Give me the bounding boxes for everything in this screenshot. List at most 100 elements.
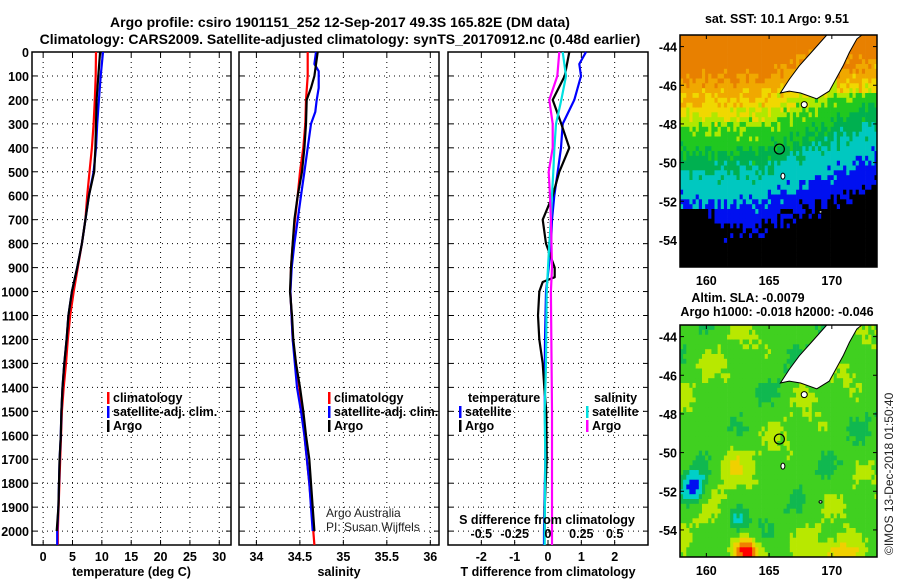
map-cell bbox=[777, 204, 781, 210]
map-cell bbox=[714, 387, 718, 393]
map-cell bbox=[780, 223, 784, 229]
map-cell bbox=[758, 223, 762, 229]
map-cell bbox=[749, 59, 753, 65]
map-cell bbox=[789, 218, 794, 224]
map-cell bbox=[767, 39, 772, 45]
map-cell bbox=[755, 334, 759, 340]
map-cell bbox=[711, 426, 715, 432]
map-cell bbox=[855, 59, 860, 65]
map-cell bbox=[720, 518, 725, 524]
map-cell bbox=[761, 494, 766, 500]
map-cell bbox=[764, 460, 769, 466]
map-cell bbox=[764, 107, 769, 113]
map-cell bbox=[780, 64, 784, 70]
map-cell bbox=[833, 136, 838, 142]
map-cell bbox=[717, 397, 722, 403]
map-cell bbox=[764, 552, 769, 558]
map-cell bbox=[827, 257, 831, 263]
map-cell bbox=[855, 146, 860, 152]
map-cell bbox=[717, 421, 722, 427]
map-cell bbox=[774, 88, 778, 94]
map-cell bbox=[764, 117, 769, 123]
map-cell bbox=[733, 441, 737, 447]
map-cell bbox=[761, 383, 766, 389]
map-cell bbox=[824, 209, 828, 215]
map-cell bbox=[758, 484, 762, 490]
map-cell bbox=[736, 494, 740, 500]
map-cell bbox=[802, 122, 806, 128]
map-cell bbox=[774, 170, 778, 176]
map-cell bbox=[739, 257, 744, 263]
map-cell bbox=[805, 49, 809, 55]
map-cell bbox=[821, 117, 825, 123]
map-cell bbox=[695, 518, 700, 524]
map-cell bbox=[692, 238, 696, 244]
map-cell bbox=[705, 518, 709, 524]
map-cell bbox=[774, 117, 778, 123]
map-cell bbox=[702, 542, 706, 548]
map-cell bbox=[827, 180, 831, 186]
map-cell bbox=[780, 416, 784, 422]
map-cell bbox=[871, 223, 875, 229]
map-cell bbox=[730, 465, 734, 471]
map-cell bbox=[730, 445, 734, 451]
map-cell bbox=[789, 189, 794, 195]
map-cell bbox=[736, 416, 740, 422]
map-cell bbox=[758, 441, 762, 447]
map-cell bbox=[749, 508, 753, 514]
x-tick-label: 0 bbox=[40, 550, 47, 564]
map-cell bbox=[871, 252, 875, 258]
map-cell bbox=[733, 325, 737, 331]
map-cell bbox=[739, 358, 744, 364]
map-cell bbox=[764, 184, 769, 190]
map-cell bbox=[774, 499, 778, 505]
map-cell bbox=[871, 247, 875, 253]
map-cell bbox=[680, 78, 684, 84]
map-cell bbox=[749, 358, 753, 364]
map-cell bbox=[849, 151, 853, 157]
map-cell bbox=[742, 209, 747, 215]
map-cell bbox=[733, 194, 737, 200]
map-cell bbox=[736, 349, 740, 355]
map-cell bbox=[855, 78, 860, 84]
map-cell bbox=[858, 117, 863, 123]
map-cell bbox=[758, 363, 762, 369]
map-cell bbox=[742, 532, 747, 538]
x-tick-label: 10 bbox=[95, 550, 109, 564]
map-cell bbox=[745, 537, 750, 543]
map-cell bbox=[764, 450, 769, 456]
map-cell bbox=[733, 83, 737, 89]
depth-tick-label: 1400 bbox=[1, 381, 29, 395]
map-cell bbox=[745, 373, 750, 379]
map-cell bbox=[764, 528, 769, 534]
map-cell bbox=[730, 547, 734, 553]
map-cell bbox=[758, 54, 762, 60]
map-cell bbox=[846, 102, 850, 108]
map-cell bbox=[683, 257, 687, 263]
map-cell bbox=[849, 209, 853, 215]
map-cell bbox=[761, 233, 766, 239]
map-cell bbox=[818, 213, 822, 219]
map-cell bbox=[723, 189, 728, 195]
map-cell bbox=[723, 117, 728, 123]
map-cell bbox=[827, 242, 831, 248]
map-cell bbox=[836, 122, 841, 128]
map-cell bbox=[727, 97, 731, 103]
map-cell bbox=[727, 474, 731, 480]
map-cell bbox=[720, 547, 725, 553]
map-cell bbox=[739, 470, 744, 476]
map-cell bbox=[749, 252, 753, 258]
map-cell bbox=[739, 68, 744, 74]
map-cell bbox=[780, 358, 784, 364]
map-cell bbox=[733, 54, 737, 60]
map-cell bbox=[702, 470, 706, 476]
map-cell bbox=[783, 474, 787, 480]
map-cell bbox=[714, 378, 718, 384]
map-cell bbox=[730, 426, 734, 432]
map-cell bbox=[720, 35, 725, 41]
map-cell bbox=[780, 513, 784, 519]
map-cell bbox=[771, 165, 775, 171]
map-cell bbox=[720, 64, 725, 70]
map-cell bbox=[868, 112, 872, 118]
map-cell bbox=[830, 136, 835, 142]
